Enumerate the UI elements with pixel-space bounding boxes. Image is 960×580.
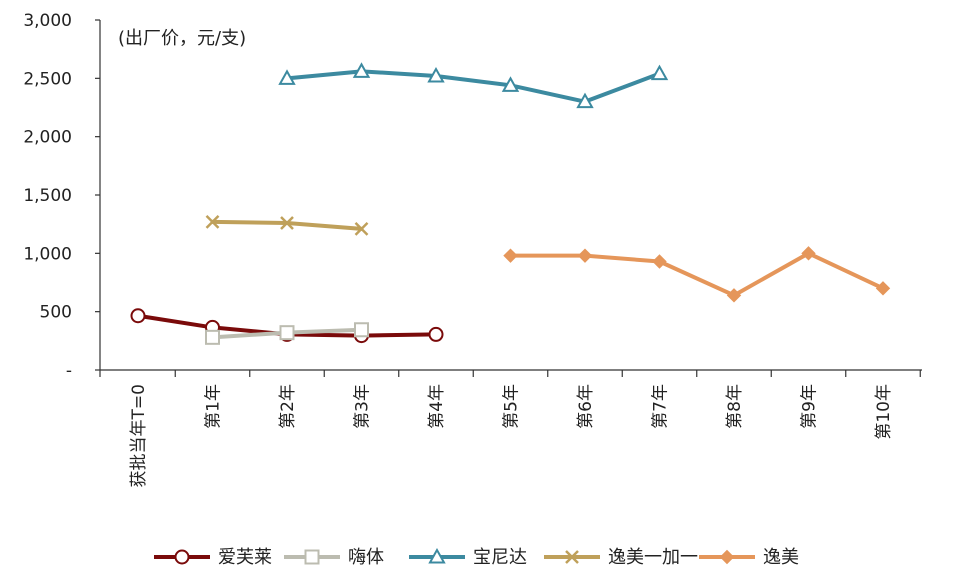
x-tick-label: 获批当年T=0	[129, 384, 149, 487]
data-point	[428, 547, 446, 564]
x-tick-label: 第10年	[874, 384, 894, 440]
legend-item: 宝尼达	[409, 547, 527, 568]
x-tick-label: 第3年	[353, 384, 373, 429]
data-point	[650, 64, 669, 81]
data-point	[354, 221, 369, 236]
series-5	[503, 246, 891, 303]
data-point	[503, 248, 518, 263]
data-point	[875, 281, 891, 296]
data-point	[278, 69, 296, 85]
y-tick-label: 1,500	[23, 186, 72, 206]
legend-label: 宝尼达	[473, 547, 527, 568]
data-point	[576, 92, 594, 109]
data-point	[427, 66, 445, 83]
y-tick-label: 2,500	[23, 69, 72, 89]
axes	[99, 20, 922, 371]
data-point	[577, 248, 593, 263]
y-axis-ticks: - 500 1,000 1,500 2,000 2,500 3,000	[23, 11, 100, 381]
x-axis-ticks: 获批当年T=0 第1年 第2年 第3年 第4年 第5年 第6年 第7年 第8年 第9年 第10年	[99, 370, 921, 487]
data-point	[428, 326, 444, 342]
unit-label: (出厂价，元/支)	[118, 28, 246, 49]
data-point	[726, 288, 742, 303]
x-tick-label: 第8年	[725, 384, 745, 429]
x-tick-label: 第9年	[800, 384, 820, 429]
y-tick-label: 2,000	[23, 128, 72, 148]
y-tick-label: 1,000	[23, 244, 72, 264]
data-point	[652, 254, 667, 269]
data-point	[801, 246, 816, 261]
x-tick-label: 第4年	[427, 384, 447, 429]
data-point	[280, 216, 294, 230]
series-line	[508, 251, 885, 298]
legend-item: 逸美	[699, 547, 799, 568]
legend: 爱芙莱 嗨体 宝尼达 逸美一加一 逸美	[154, 547, 799, 568]
x-tick-label: 第7年	[651, 384, 671, 429]
series-group	[130, 62, 891, 345]
data-point	[279, 325, 295, 341]
data-point	[352, 62, 371, 78]
data-point	[205, 329, 220, 345]
legend-item: 爱芙莱	[154, 547, 272, 568]
y-tick-label: 500	[40, 303, 72, 323]
legend-item: 嗨体	[284, 547, 384, 568]
series-2	[205, 322, 369, 345]
series-4	[205, 214, 369, 236]
data-point	[354, 322, 369, 338]
x-tick-label: 第6年	[576, 384, 596, 429]
y-tick-label: 3,000	[23, 11, 72, 31]
data-point	[304, 549, 320, 565]
data-point	[719, 549, 735, 565]
x-tick-label: 第2年	[278, 384, 298, 429]
legend-label: 嗨体	[348, 547, 384, 568]
legend-label: 逸美一加一	[608, 547, 698, 568]
data-point	[205, 214, 220, 229]
y-tick-label: -	[66, 361, 72, 381]
x-tick-label: 第5年	[502, 384, 522, 429]
series-line	[285, 69, 662, 104]
legend-label: 逸美	[763, 547, 799, 568]
data-point	[501, 76, 520, 92]
legend-label: 爱芙莱	[218, 547, 272, 568]
series-3	[278, 62, 669, 109]
data-point	[565, 550, 579, 564]
x-tick-label: 第1年	[204, 384, 224, 429]
data-point	[174, 549, 190, 565]
data-point	[130, 308, 146, 324]
legend-item: 逸美一加一	[544, 547, 698, 568]
